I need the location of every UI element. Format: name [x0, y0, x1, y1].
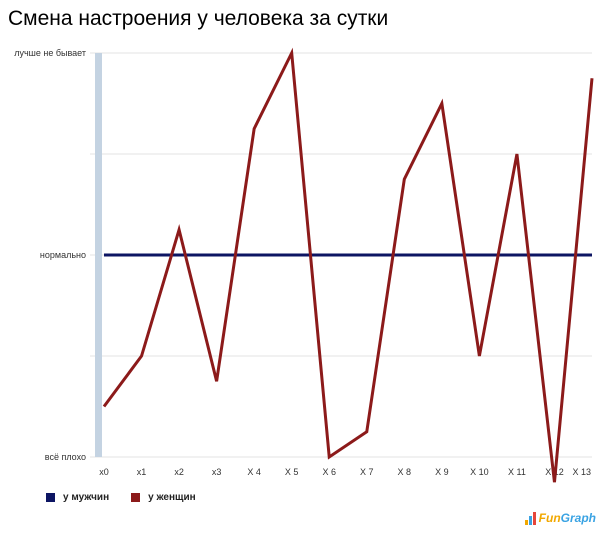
y-tick-label: всё плохо: [45, 452, 86, 462]
x-tick-label: X 8: [398, 467, 412, 477]
x-tick-label: X 9: [435, 467, 449, 477]
logo-bars-icon: [524, 512, 536, 525]
x-tick-label: x3: [212, 467, 222, 477]
series-lines: [102, 47, 594, 483]
series-line-1: [102, 47, 594, 483]
legend-swatch: [131, 493, 141, 502]
legend-label: у женщин: [148, 492, 196, 503]
legend: у мужчин у женщин: [46, 492, 196, 503]
y-axis-bar: [95, 53, 102, 457]
legend-item-men: у мужчин: [46, 492, 109, 503]
x-tick-label: X 6: [322, 467, 336, 477]
fungraph-logo: FunGraph: [524, 511, 596, 525]
y-axis-labels: лучше не бывает нормально всё плохо: [14, 48, 86, 462]
y-tick-label: нормально: [40, 250, 86, 260]
legend-swatch: [46, 493, 55, 502]
chart-title: Смена настроения у человека за сутки: [8, 7, 389, 30]
x-tick-label: X 4: [247, 467, 261, 477]
x-tick-label: X 10: [470, 467, 489, 477]
legend-item-women: у женщин: [131, 492, 196, 503]
logo-text: FunGraph: [538, 511, 596, 525]
x-tick-label: X 13: [572, 467, 591, 477]
x-tick-label: x0: [99, 467, 109, 477]
x-tick-label: x1: [137, 467, 147, 477]
x-tick-label: X 7: [360, 467, 374, 477]
y-tick-label: лучше не бывает: [14, 48, 86, 58]
x-tick-label: X 5: [285, 467, 299, 477]
x-tick-label: x2: [174, 467, 184, 477]
x-tick-label: X 11: [508, 467, 526, 477]
legend-label: у мужчин: [63, 492, 110, 503]
